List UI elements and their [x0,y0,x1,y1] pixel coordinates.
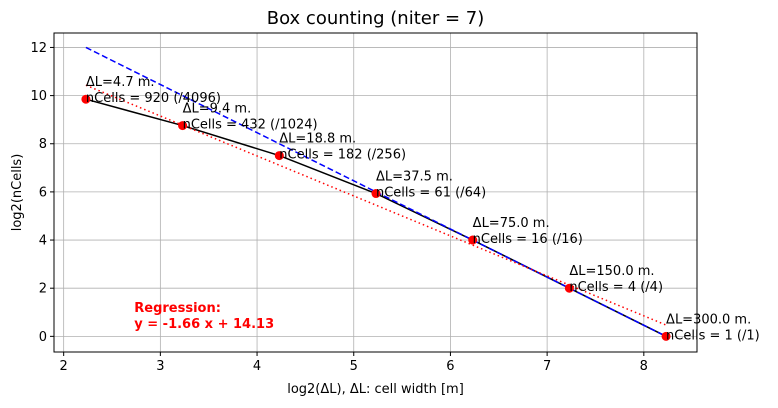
y-tick-label: 6 [39,185,47,200]
y-tick-label: 0 [39,330,47,345]
x-tick-label: 5 [350,359,358,374]
x-tick-label: 6 [446,359,454,374]
x-tick-label: 7 [543,359,551,374]
data-point [178,121,188,131]
x-axis-label: log2(ΔL), ΔL: cell width [m] [287,382,464,397]
data-point [661,331,671,341]
point-annotation-ncells: nCells = 1 (/1) [666,328,760,343]
data-point [274,151,284,161]
data-point [468,235,478,245]
data-point [81,94,91,104]
x-tick-label: 2 [60,359,68,374]
point-annotation-ncells: nCells = 4 (/4) [569,280,663,295]
grid [54,33,697,352]
data-points [81,94,671,341]
point-annotation-ncells: nCells = 432 (/1024) [183,118,318,133]
plot-frame [53,32,698,353]
y-tick-label: 10 [30,89,47,104]
point-annotation-width: ΔL=75.0 m. [473,216,550,231]
point-annotation-width: ΔL=18.8 m. [279,132,356,147]
y-tick-label: 8 [39,137,47,152]
point-annotation-width: ΔL=150.0 m. [569,264,654,279]
point-annotation-width: ΔL=300.0 m. [666,312,751,327]
annotations: ΔL=4.7 m.nCells = 920 (/4096)ΔL=9.4 m.nC… [86,75,760,343]
chart-title: Box counting (niter = 7) [267,8,485,29]
point-annotation-ncells: nCells = 920 (/4096) [86,91,221,106]
y-tick-label: 12 [30,41,47,56]
regression-equation: y = -1.66 x + 14.13 [134,317,274,332]
y-axis-label: log2(nCells) [10,154,25,232]
point-annotation-ncells: nCells = 61 (/64) [376,186,486,201]
point-annotation-ncells: nCells = 16 (/16) [473,232,583,247]
regression-title: Regression: [134,301,221,316]
regression-annotation: Regression: y = -1.66 x + 14.13 [134,301,274,332]
y-tick-label: 4 [39,234,47,249]
data-point [564,283,574,293]
point-annotation-width: ΔL=4.7 m. [86,75,155,90]
data-point [371,189,381,199]
point-annotation-width: ΔL=37.5 m. [376,170,453,185]
x-tick-label: 3 [156,359,164,374]
x-tick-label: 8 [640,359,648,374]
point-annotation-width: ΔL=9.4 m. [183,102,252,117]
x-tick-label: 4 [253,359,261,374]
y-tick-label: 2 [39,282,47,297]
point-annotation-ncells: nCells = 182 (/256) [279,148,406,163]
